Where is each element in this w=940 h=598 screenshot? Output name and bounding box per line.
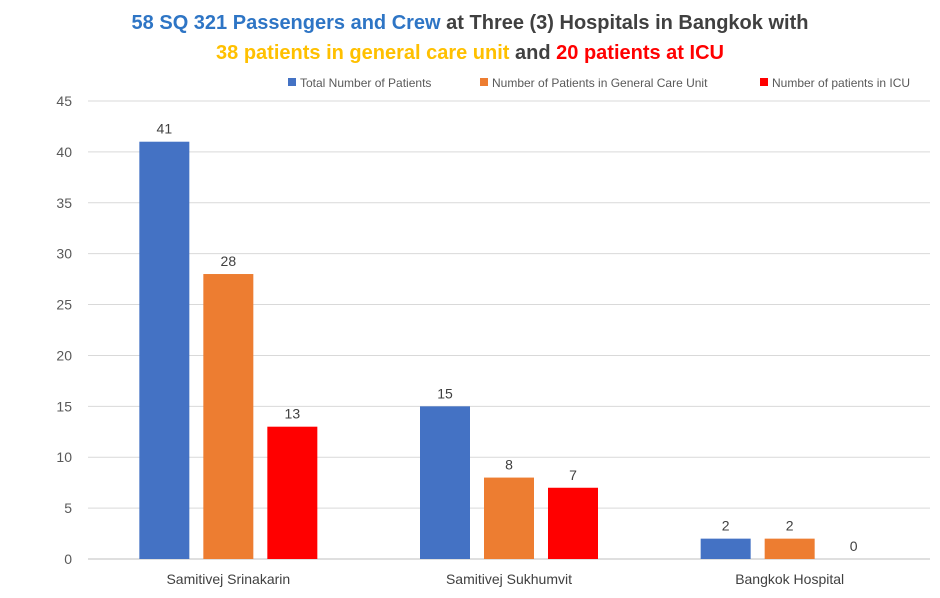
data-label: 2 — [722, 518, 730, 534]
bar — [267, 426, 318, 559]
legend-swatch — [288, 78, 296, 86]
bar — [764, 538, 815, 559]
bar — [484, 477, 534, 559]
data-label: 41 — [157, 121, 173, 137]
x-axis: Samitivej Srinakarin Samitivej Sukhumvit B… — [166, 571, 844, 587]
y-tick-label: 15 — [56, 398, 72, 414]
y-tick-label: 40 — [56, 144, 72, 160]
y-tick-label: 20 — [56, 347, 72, 363]
data-label: 0 — [850, 538, 858, 554]
bar — [420, 406, 470, 559]
chart-title-line-1: 58 SQ 321 Passengers and Crew at Three (… — [132, 12, 809, 34]
legend: Total Number of Patients Number of Patien… — [288, 76, 910, 90]
data-label: 7 — [569, 467, 577, 483]
y-tick-label: 0 — [64, 551, 72, 567]
legend-swatch — [760, 78, 768, 86]
legend-label: Number of patients in ICU — [772, 76, 910, 90]
title-run: 38 patients in general care unit — [216, 42, 510, 64]
legend-label: Number of Patients in General Care Unit — [492, 76, 708, 90]
bar — [203, 274, 254, 559]
bar — [548, 487, 598, 559]
y-tick-label: 30 — [56, 246, 72, 262]
legend-label: Total Number of Patients — [300, 76, 431, 90]
data-label: 8 — [505, 457, 513, 473]
y-tick-label: 25 — [56, 297, 72, 313]
data-labels: 41 28 13 15 8 7 2 2 0 — [157, 121, 858, 554]
chart-title-line-2: 38 patients in general care unit and 20 … — [216, 42, 724, 64]
bar — [139, 141, 190, 559]
y-tick-label: 35 — [56, 195, 72, 211]
data-label: 28 — [221, 253, 237, 269]
title-run: 20 patients at ICU — [556, 42, 724, 64]
title-run: at Three (3) Hospitals in Bangkok with — [441, 12, 809, 34]
data-label: 15 — [437, 385, 453, 401]
title-run: and — [509, 42, 556, 64]
bar — [700, 538, 751, 559]
legend-item: Total Number of Patients — [288, 76, 431, 90]
x-tick-label: Samitivej Srinakarin — [166, 571, 290, 587]
y-tick-label: 45 — [56, 93, 72, 109]
legend-item: Number of patients in ICU — [760, 76, 910, 90]
title-run: 58 SQ 321 Passengers and Crew — [132, 12, 441, 34]
legend-swatch — [480, 78, 488, 86]
y-tick-label: 5 — [64, 500, 72, 516]
y-axis: 0 5 10 15 20 25 30 35 40 45 — [56, 93, 72, 567]
data-label: 13 — [285, 406, 301, 422]
data-label: 2 — [786, 518, 794, 534]
x-tick-label: Bangkok Hospital — [735, 571, 844, 587]
bars — [139, 141, 815, 559]
legend-item: Number of Patients in General Care Unit — [480, 76, 708, 90]
y-tick-label: 10 — [56, 449, 72, 465]
x-tick-label: Samitivej Sukhumvit — [446, 571, 572, 587]
